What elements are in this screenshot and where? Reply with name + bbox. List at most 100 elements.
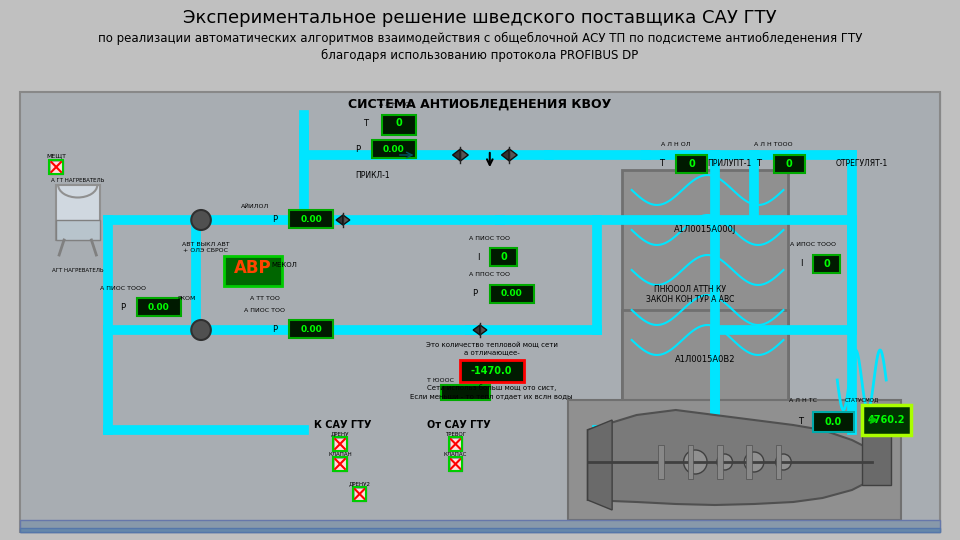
Bar [352,487,367,501]
Bar [49,160,63,174]
Polygon shape [588,420,612,510]
Text: А Л Н ТС: А Л Н ТС [789,397,817,402]
Text: А ТТ ТОО: А ТТ ТОО [250,295,279,300]
Bar [57,185,100,240]
Text: К САУ ГТУ: К САУ ГТУ [314,420,372,430]
Bar [449,458,462,470]
Bar [676,155,708,173]
Text: СТАТУСМОД: СТАТУСМОД [845,397,879,402]
Bar [382,115,417,135]
Bar [224,256,282,286]
Text: 0: 0 [786,159,793,169]
Bar [57,220,100,240]
Text: А ППОС ТОО: А ППОС ТОО [469,273,511,278]
Text: ТРЕВОГ: ТРЕВОГ [445,431,466,436]
Text: От САУ ГТУ: От САУ ГТУ [426,420,491,430]
Text: АВР: АВР [234,259,272,277]
Text: АГТ НАГРЕВАТЕЛЬ: АГТ НАГРЕВАТЕЛЬ [52,267,104,273]
Text: А ПИОС ТОО: А ПИОС ТОО [244,307,285,313]
Bar [11,0,949,92]
Text: А Л Н ТООО: А Л Н ТООО [755,143,793,147]
Text: 0: 0 [396,118,402,128]
Text: 0.00: 0.00 [300,325,323,334]
Text: + ОЛЭ СБРОС: + ОЛЭ СБРОС [183,247,228,253]
Bar [353,488,366,500]
Text: ДРЕНУ2: ДРЕНУ2 [348,482,371,487]
Text: P: P [472,289,478,299]
Bar [333,457,347,471]
Text: по реализации автоматических алгоритмов взаимодействия с общеблочной АСУ ТП по п: по реализации автоматических алгоритмов … [98,31,862,44]
Text: А1Л0015А000J: А1Л0015А000J [674,226,736,234]
Text: АЙИЛОЛ: АЙИЛОЛ [241,205,269,210]
Bar [334,438,346,450]
Bar [289,210,333,228]
Text: T: T [363,118,368,127]
Bar [568,400,900,520]
Bar [622,170,788,430]
Text: I: I [477,253,479,261]
Text: P: P [355,145,360,153]
Bar [20,92,940,532]
Text: 0.00: 0.00 [500,289,522,299]
Polygon shape [510,149,517,161]
Text: РКОМ: РКОМ [178,295,196,300]
Text: А Л Н ОЛ: А Л Н ОЛ [661,143,690,147]
Text: ЗАКОН КОН ТУР А АВС: ЗАКОН КОН ТУР А АВС [646,295,734,305]
Text: 4760.2: 4760.2 [868,415,905,425]
Text: А Л Н Т ОО: А Л Н Т ОО [379,103,415,107]
Text: А1Л0015А0В2: А1Л0015А0В2 [675,355,735,364]
Bar [490,248,517,266]
Text: 0: 0 [823,259,829,269]
Polygon shape [343,215,349,225]
Bar [137,298,181,316]
Bar [813,255,840,273]
Polygon shape [501,149,510,161]
Text: ОТРЕГУЛЯТ-1: ОТРЕГУЛЯТ-1 [835,159,888,168]
Bar [333,457,347,471]
Text: А ИПОС ТООО: А ИПОС ТООО [790,242,836,247]
Text: P: P [272,214,277,224]
Bar [49,160,63,174]
Text: КЛАПАС: КЛАПАС [444,451,468,456]
Text: МЕКОЛ: МЕКОЛ [272,262,298,268]
Bar [352,487,367,501]
Text: P: P [272,325,277,334]
Text: А ПИОС ТОО: А ПИОС ТОО [469,235,511,240]
Bar [687,445,693,479]
Text: I: I [800,260,803,268]
Text: 0.0: 0.0 [825,417,842,427]
Circle shape [776,454,791,470]
Text: АВТ ВЫКЛ АВТ: АВТ ВЫКЛ АВТ [182,241,229,246]
Text: T: T [659,159,663,168]
Bar [441,385,490,400]
Text: КЛАПАН: КЛАПАН [328,451,352,456]
Bar [448,457,463,471]
Bar [448,437,463,451]
Bar [289,320,333,338]
Bar [862,435,891,485]
Bar [776,445,781,479]
Bar [333,437,347,451]
Text: 0: 0 [500,252,507,262]
Polygon shape [588,410,872,505]
Bar [50,161,62,173]
Polygon shape [480,325,487,335]
Bar [20,92,940,532]
Text: Т ЮООС: Т ЮООС [427,377,454,382]
Text: 0.00: 0.00 [148,302,170,312]
Polygon shape [461,149,468,161]
Bar [461,360,524,382]
Bar [717,445,723,479]
Circle shape [191,320,211,340]
Bar [746,445,752,479]
Text: Это количество тепловой мощ сети: Это количество тепловой мощ сети [426,342,558,348]
Bar [448,437,463,451]
Bar [862,405,911,435]
Text: ДРЕНУ: ДРЕНУ [331,431,349,436]
Text: Если меньши - то тепл отдает их вслн воды: Если меньши - то тепл отдает их вслн вод… [411,393,573,399]
Bar [20,520,940,532]
Text: ПНЮООЛ АТТН КУ: ПНЮООЛ АТТН КУ [655,286,727,294]
Text: T: T [756,159,761,168]
Text: 0.00: 0.00 [300,214,323,224]
Text: 0: 0 [688,159,695,169]
